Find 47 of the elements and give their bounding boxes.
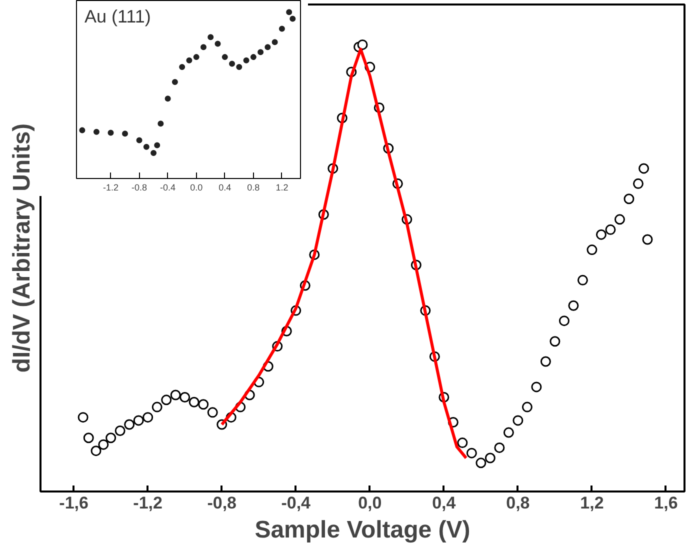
y-axis-title: dI/dV (Arbitrary Units) — [8, 123, 36, 373]
point — [214, 40, 221, 47]
point — [172, 79, 178, 86]
x-tick-label: 0.4 — [218, 182, 232, 192]
x-tick-label: -1.2 — [102, 182, 119, 192]
point — [164, 96, 171, 102]
point — [208, 34, 214, 40]
point — [136, 137, 142, 144]
x-tick-label: -1,6 — [59, 494, 88, 512]
x-tick-label: 0.0 — [190, 182, 203, 192]
point — [108, 130, 114, 136]
point — [143, 144, 150, 150]
point — [258, 49, 264, 56]
x-tick-label: -0.4 — [160, 182, 176, 192]
x-tick-label: 0,4 — [432, 494, 456, 512]
point — [154, 142, 160, 148]
point — [122, 130, 128, 137]
point — [286, 9, 292, 16]
x-tick-label: -1,2 — [133, 494, 162, 512]
chart-title: Au (111) — [84, 6, 151, 26]
point — [158, 120, 164, 127]
point — [79, 127, 86, 134]
point — [193, 54, 200, 60]
x-tick-label: 1,2 — [580, 494, 604, 512]
point — [200, 44, 206, 50]
point — [290, 16, 296, 22]
x-tick-label: 1.2 — [276, 182, 288, 192]
x-tick-label: 0,0 — [358, 494, 382, 512]
point — [250, 54, 256, 60]
point — [243, 57, 250, 64]
x-tick-label: 0,8 — [506, 494, 530, 512]
x-tick-label: -0,4 — [281, 494, 312, 512]
point — [93, 128, 100, 135]
point — [186, 57, 192, 64]
point — [179, 64, 186, 70]
point — [236, 64, 242, 70]
x-tick-label: -0,8 — [207, 494, 237, 512]
point — [272, 39, 278, 46]
x-axis-title: Sample Voltage (V) — [254, 516, 470, 544]
point — [229, 60, 236, 67]
point — [278, 26, 285, 32]
point — [222, 54, 228, 60]
x-tick-label: 1,6 — [654, 494, 678, 512]
point — [264, 44, 271, 50]
point — [150, 150, 157, 156]
x-tick-label: 0.8 — [247, 182, 260, 192]
x-tick-label: -0.8 — [132, 182, 148, 192]
